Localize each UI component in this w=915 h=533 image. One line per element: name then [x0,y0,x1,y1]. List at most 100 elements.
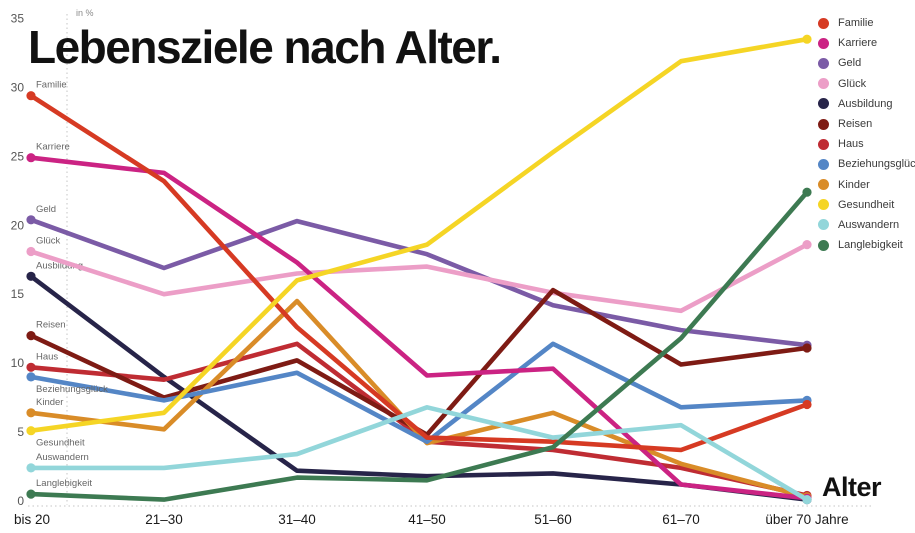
series-line [28,93,810,453]
chart-legend: Familie Karriere Geld Glück Ausbildung Reisen… [818,13,915,255]
legend-color-dot [818,138,829,150]
series-gesundheit: Gesundheit [26,34,812,449]
legend-item-langlebigkeit: Langlebigkeit [818,235,915,255]
legend-color-dot [818,98,829,110]
legend-label: Ausbildung [838,97,893,110]
legend-item-gesundheit: Gesundheit [818,195,915,215]
legend-color-dot [818,219,829,231]
series-inline-label: Kinder [36,397,63,408]
series-start-dot [26,426,36,436]
series-line [28,242,810,314]
series-line [28,155,810,501]
series-auswandern: Auswandern [26,404,812,505]
legend-label: Auswandern [838,218,900,231]
legend-color-dot [818,158,829,170]
x-axis-tick-label: 61–70 [662,512,700,527]
series-start-dot [26,215,36,225]
series-start-dot [26,408,36,418]
series-line [28,217,810,348]
series-glück: Glück [26,236,812,314]
series-start-dot [26,331,36,341]
legend-color-dot [818,118,829,130]
legend-item-geld: Geld [818,53,915,73]
series-inline-label: Ausbildung [36,260,83,271]
legend-item-beziehungsglück: Beziehungsglück [818,154,915,174]
series-line [28,341,810,445]
series-inline-label: Beziehungsglück [36,384,108,395]
y-axis-unit-label: in % [76,8,94,18]
legend-item-familie: Familie [818,13,915,33]
y-axis-tick-label: 35 [11,11,25,25]
x-axis-tick-label: 31–40 [278,512,316,527]
y-axis-tick-label: 5 [17,425,24,439]
legend-color-dot [818,57,829,69]
series-start-dot [26,362,36,372]
legend-label: Haus [838,138,864,151]
series-end-dot [802,399,812,410]
x-axis-title: Alter [822,472,882,502]
legend-label: Kinder [838,178,870,191]
series-inline-label: Auswandern [36,452,89,463]
y-axis-tick-label: 0 [17,494,24,508]
y-axis-tick-label: 15 [11,287,25,301]
legend-label: Geld [838,57,862,70]
series-end-dot [802,240,812,250]
series-line [28,36,810,434]
y-axis-tick-label: 25 [11,149,25,163]
series-start-dot [26,463,36,473]
legend-item-karriere: Karriere [818,33,915,53]
series-geld: Geld [26,204,812,350]
y-axis-tick-label: 30 [11,80,25,94]
series-inline-label: Langlebigkeit [36,478,92,489]
legend-item-reisen: Reisen [818,114,915,134]
series-inline-label: Karriere [36,142,70,153]
legend-label: Gesundheit [838,198,895,211]
series-start-dot [26,489,36,499]
series-end-dot [802,495,812,505]
series-inline-label: Haus [36,351,58,362]
legend-color-dot [818,239,829,251]
series-end-dot [802,187,812,197]
legend-item-glück: Glück [818,74,915,94]
legend-item-ausbildung: Ausbildung [818,94,915,114]
series-start-dot [26,271,36,281]
series-start-dot [26,153,36,163]
legend-color-dot [818,78,829,90]
series-line [28,189,810,502]
series-start-dot [26,372,36,382]
legend-color-dot [818,37,829,49]
series-start-dot [26,246,36,257]
legend-color-dot [818,179,829,191]
legend-item-kinder: Kinder [818,175,915,195]
legend-color-dot [818,17,829,29]
series-end-dot [802,34,812,44]
x-axis-tick-label: bis 20 [14,512,50,527]
legend-label: Reisen [838,118,873,131]
series-beziehungsglück: Beziehungsglück [26,341,812,445]
series-inline-label: Geld [36,204,56,215]
x-axis-tick-label: 51–60 [534,512,572,527]
y-axis-tick-label: 10 [11,356,25,370]
legend-item-haus: Haus [818,134,915,154]
legend-color-dot [818,199,829,211]
chart-title: Lebensziele nach Alter. [28,21,502,73]
series-line [28,404,810,502]
x-axis-tick-label: 21–30 [145,512,183,527]
series-inline-label: Glück [36,236,61,247]
x-axis-tick-label: über 70 Jahre [765,512,848,527]
series-start-dot [26,91,36,101]
series-end-dot [802,343,812,353]
series-inline-label: Reisen [36,320,66,331]
legend-label: Familie [838,17,874,30]
x-axis-tick-label: 41–50 [408,512,446,527]
series-familie: Familie [26,80,812,453]
y-axis-tick-label: 20 [11,218,25,232]
legend-label: Karriere [838,37,878,50]
legend-item-auswandern: Auswandern [818,215,915,235]
legend-label: Glück [838,77,867,90]
legend-label: Langlebigkeit [838,239,903,252]
series-inline-label: Familie [36,80,67,91]
series-langlebigkeit: Langlebigkeit [26,187,812,502]
